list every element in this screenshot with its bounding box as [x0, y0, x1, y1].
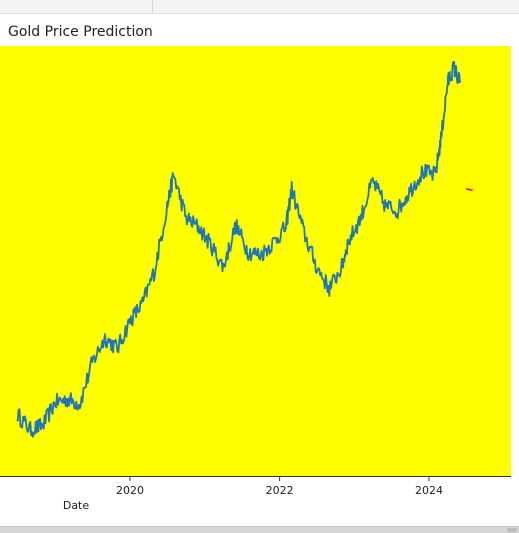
x-tick-label-2024: 2024	[415, 484, 443, 497]
series-line-historical	[16, 60, 461, 438]
x-tick-label-2020: 2020	[116, 484, 144, 497]
horizontal-scrollbar[interactable]	[0, 526, 519, 533]
x-tick-label-2022: 2022	[266, 484, 294, 497]
toolbar-divider	[152, 0, 153, 13]
top-toolbar-strip	[0, 0, 519, 14]
x-axis-label: Date	[63, 499, 90, 512]
series-line-prediction	[466, 188, 473, 192]
plot-area-background	[0, 46, 511, 476]
scrollbar-thumb[interactable]	[507, 528, 517, 532]
chart-title: Gold Price Prediction	[8, 24, 153, 40]
